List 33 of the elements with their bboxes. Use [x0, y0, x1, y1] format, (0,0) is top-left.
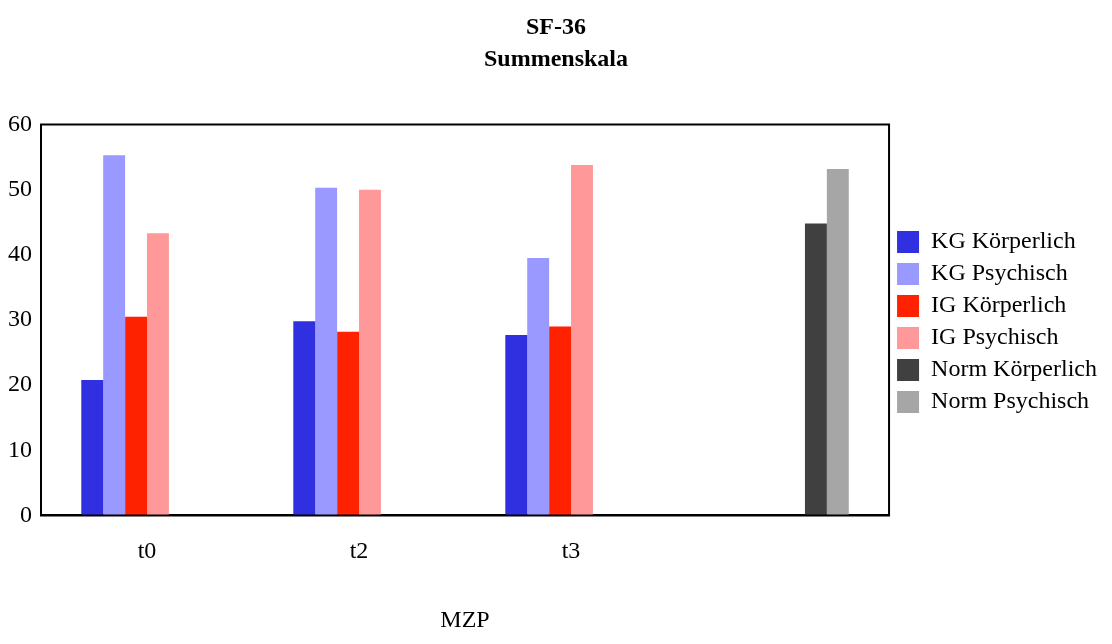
- legend-label: Norm Körperlich: [931, 355, 1097, 382]
- legend-label: IG Körperlich: [931, 291, 1067, 318]
- y-tick-label: 10: [8, 435, 32, 462]
- y-tick-label: 30: [8, 305, 32, 332]
- x-tick-label: t0: [137, 537, 157, 564]
- bar: [125, 316, 148, 516]
- bar: [293, 321, 316, 516]
- bar: [359, 189, 381, 516]
- bar: [505, 334, 528, 516]
- y-tick-label: 20: [8, 370, 32, 397]
- x-tick-label: t2: [349, 537, 369, 564]
- y-tick-label: 50: [8, 175, 32, 202]
- legend-label: Norm Psychisch: [931, 387, 1090, 414]
- bar: [826, 168, 849, 516]
- legend-label: IG Psychisch: [931, 323, 1059, 350]
- bar: [81, 379, 104, 516]
- legend-label: KG Psychisch: [931, 259, 1068, 286]
- chart-subtitle: Summenskala: [483, 45, 629, 72]
- bar: [527, 258, 550, 516]
- y-tick-label: 60: [8, 109, 32, 136]
- bar: [549, 326, 572, 516]
- bar: [337, 331, 360, 516]
- legend-label: KG Körperlich: [931, 227, 1076, 254]
- bar: [804, 223, 827, 516]
- bar: [103, 155, 126, 516]
- bar: [571, 164, 593, 516]
- x-axis-title: MZP: [440, 605, 490, 632]
- bar: [147, 233, 169, 516]
- y-tick-label: 0: [20, 500, 32, 527]
- chart-title: SF-36: [526, 12, 586, 39]
- bar: [315, 187, 338, 516]
- x-tick-label: t3: [561, 537, 581, 564]
- y-tick-label: 40: [8, 240, 32, 267]
